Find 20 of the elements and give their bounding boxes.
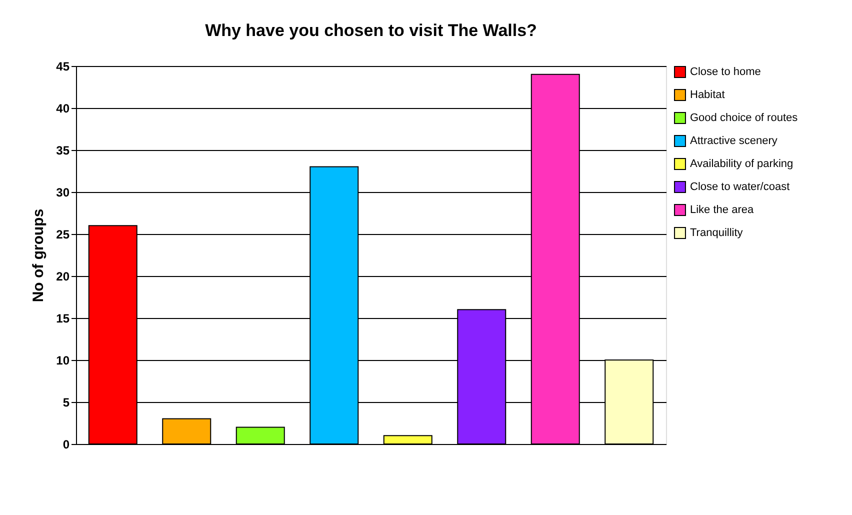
legend-label: Close to water/coast [690, 181, 790, 193]
y-axis-title: No of groups [30, 208, 48, 302]
legend-label: Close to home [690, 66, 761, 78]
legend-label: Habitat [690, 89, 725, 101]
legend-label: Tranquillity [690, 227, 744, 239]
legend-label: Good choice of routes [690, 112, 798, 124]
y-tick-label: 15 [56, 312, 70, 326]
y-tick-label: 30 [56, 186, 70, 200]
y-tick-label: 5 [62, 396, 70, 410]
y-tick-label: 40 [56, 102, 70, 116]
y-tick-label: 25 [56, 228, 70, 242]
y-tick-label: 45 [56, 60, 70, 74]
chart-title: Why have you chosen to visit The Walls? [205, 21, 537, 40]
legend-label: Availability of parking [690, 158, 794, 170]
y-tick-label: 20 [56, 270, 70, 284]
legend-label: Like the area [690, 204, 754, 216]
y-tick-label: 0 [62, 438, 70, 452]
y-tick-label: 35 [56, 144, 70, 158]
y-tick-label: 10 [56, 354, 70, 368]
legend-label: Attractive scenery [690, 135, 778, 147]
